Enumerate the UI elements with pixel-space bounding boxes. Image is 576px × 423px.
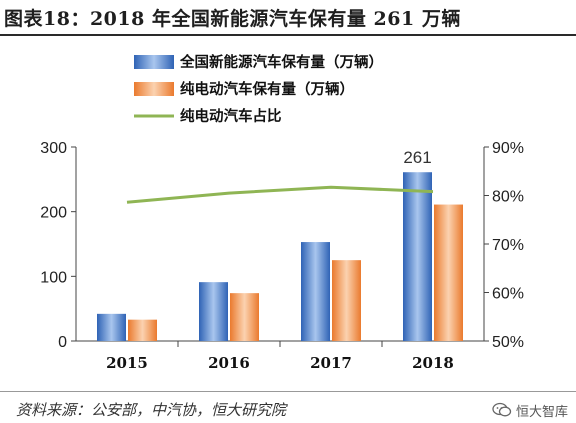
watermark-text: 恒大智库 xyxy=(515,404,568,420)
bar-total-2015 xyxy=(97,313,126,341)
legend-label-2: 纯电动汽车保有量（万辆） xyxy=(180,80,354,98)
y-right-tick-label: 70% xyxy=(492,237,524,254)
y-left-tick-label: 200 xyxy=(40,205,67,222)
bar-bev-2018 xyxy=(434,204,463,341)
x-tick-label: 2018 xyxy=(412,354,454,372)
legend-swatch-1 xyxy=(134,55,174,69)
y-right-tick-label: 50% xyxy=(492,334,524,351)
legend-swatch-2 xyxy=(134,82,174,96)
y-right-tick-label: 80% xyxy=(492,189,524,206)
legend-label-1: 全国新能源汽车保有量（万辆） xyxy=(179,53,383,71)
wechat-icon xyxy=(492,402,512,417)
bar-total-2018 xyxy=(403,172,432,341)
data-label-2018: 261 xyxy=(403,148,431,167)
bar-total-2016 xyxy=(199,282,228,341)
watermark: 恒大智库 xyxy=(492,400,568,420)
bar-bev-2017 xyxy=(332,260,361,341)
title-divider xyxy=(0,34,576,36)
y-left-tick-label: 100 xyxy=(40,269,67,286)
y-right-tick-label: 60% xyxy=(492,286,524,303)
chart-title: 图表18：2018 年全国新能源汽车保有量 261 万辆 xyxy=(4,8,461,30)
legend-label-3: 纯电动汽车占比 xyxy=(180,107,282,125)
chart: 全国新能源汽车保有量（万辆） 纯电动汽车保有量（万辆） 纯电动汽车占比 0 100 200… xyxy=(40,53,524,372)
y-left-tick-label: 0 xyxy=(58,334,67,351)
x-tick-label: 2015 xyxy=(106,354,148,372)
y-left-tick-label: 300 xyxy=(40,140,67,157)
bar-bev-2015 xyxy=(128,319,157,341)
x-tick-label: 2016 xyxy=(208,354,250,372)
bar-total-2017 xyxy=(301,242,330,341)
source-divider xyxy=(0,391,576,392)
y-right-tick-label: 90% xyxy=(492,140,524,157)
line-bev-share xyxy=(126,185,434,204)
bar-bev-2016 xyxy=(230,293,259,341)
source-note: 资料来源：公安部，中汽协，恒大研究院 xyxy=(16,401,287,419)
x-tick-label: 2017 xyxy=(310,354,352,372)
